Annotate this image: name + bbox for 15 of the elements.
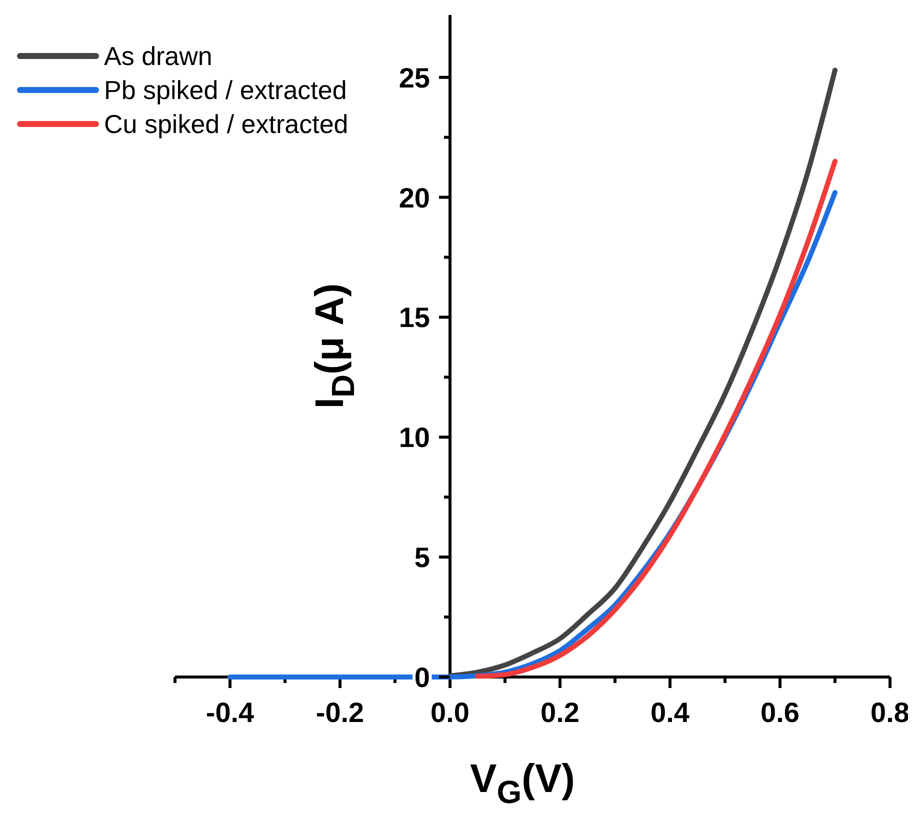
- y-tick-label: 25: [398, 62, 430, 94]
- y-tick-label: 15: [398, 302, 430, 334]
- legend-label: Cu spiked / extracted: [104, 109, 348, 139]
- legend-label: As drawn: [104, 41, 212, 71]
- x-tick-label: -0.2: [316, 697, 364, 728]
- x-tick-label: 0.2: [540, 697, 580, 728]
- x-tick-label: 0.4: [650, 697, 690, 728]
- legend-label: Pb spiked / extracted: [104, 75, 347, 105]
- x-axis-title: V$_{G}$(V): [470, 757, 575, 810]
- y-tick-label: 5: [414, 542, 430, 574]
- y-tick-label: 10: [398, 422, 430, 454]
- y-tick-label: 20: [398, 182, 430, 214]
- x-tick-label: 0.0: [430, 697, 470, 728]
- x-tick-label: -0.4: [206, 697, 255, 728]
- x-tick-label: 0.6: [760, 697, 800, 728]
